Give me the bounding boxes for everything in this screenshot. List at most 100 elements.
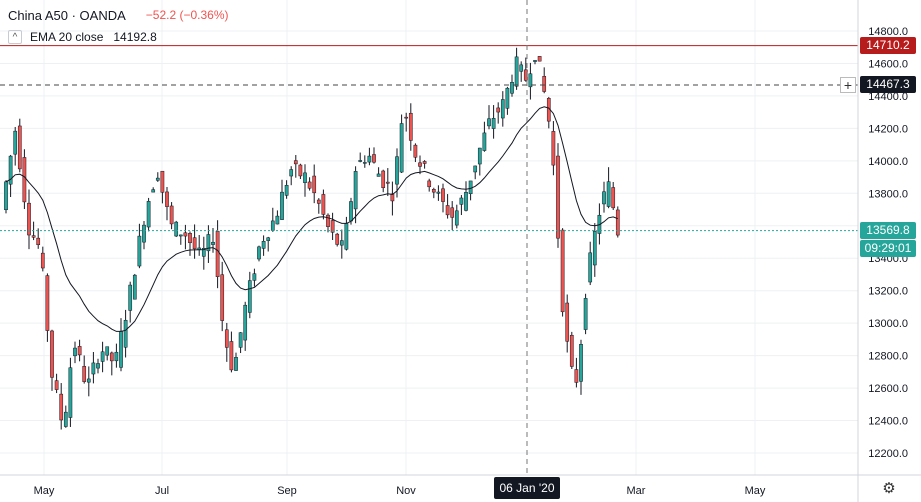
candle-body — [13, 130, 18, 155]
candle-body — [583, 298, 588, 330]
candle-body — [592, 231, 597, 266]
candle-body — [27, 202, 31, 236]
candle-body — [606, 181, 611, 207]
ema-20-line — [5, 106, 618, 332]
candle-body — [31, 235, 36, 238]
candle-body — [316, 199, 321, 204]
candle-body — [155, 177, 160, 181]
y-tick-label: 13000.0 — [868, 318, 908, 330]
ema-value: 14192.8 — [113, 30, 157, 44]
candle-body — [243, 304, 248, 341]
candle-body — [252, 273, 257, 281]
candle-body — [464, 192, 468, 211]
plus-icon[interactable]: + — [840, 77, 856, 93]
candle-body — [473, 165, 478, 173]
candle-body — [128, 284, 133, 311]
candle-body — [183, 232, 188, 237]
candle-body — [615, 209, 620, 236]
candle-body — [137, 235, 142, 267]
candle-body — [574, 369, 579, 383]
y-tick-label: 13200.0 — [868, 286, 908, 298]
candle-body — [257, 246, 261, 260]
symbol-label[interactable]: China A50 · OANDA — [8, 7, 126, 23]
candle-body — [505, 87, 510, 109]
candle-body — [215, 230, 220, 277]
candle-body — [514, 56, 519, 87]
candle-body — [123, 319, 128, 348]
candle-body — [40, 252, 45, 269]
x-tick-label: Nov — [396, 485, 416, 497]
ema-line — [5, 106, 618, 332]
candle-body — [339, 240, 344, 246]
candle-body — [321, 194, 326, 215]
candle-body — [556, 155, 560, 239]
candle-body — [602, 191, 606, 205]
candle-body — [436, 191, 441, 194]
candle-body — [142, 224, 146, 243]
candle-body — [335, 233, 340, 245]
high-price-tag: 14710.2 — [860, 37, 916, 55]
candle-body — [270, 220, 275, 231]
candle-body — [542, 76, 547, 92]
candle-body — [289, 169, 294, 177]
candle-body — [312, 175, 317, 194]
candle-body — [261, 241, 266, 249]
candle-body — [4, 181, 8, 211]
candle-body — [220, 274, 225, 321]
symbol-row: China A50 · OANDA −52.2 (−0.36%) — [8, 4, 229, 26]
candle-body — [119, 330, 123, 368]
candle-body — [510, 82, 514, 94]
candle-body — [68, 367, 73, 418]
candle-body — [537, 56, 542, 62]
crosshair-time-label: 06 Jan '20 — [499, 481, 554, 495]
candle-body — [303, 172, 307, 183]
candle-body — [477, 147, 482, 165]
candle-body — [8, 155, 13, 185]
y-tick-label: 14000.0 — [868, 156, 908, 168]
candle-body — [165, 191, 169, 207]
overlay-lines: 06 Jan '20 — [0, 0, 858, 499]
candle-body — [22, 157, 27, 203]
candle-body — [86, 378, 91, 383]
candle-body — [238, 332, 243, 348]
candle-body — [54, 380, 59, 390]
x-tick-label: May — [34, 485, 55, 497]
candle-body — [160, 170, 165, 193]
candle-body — [188, 232, 192, 244]
candle-body — [224, 329, 229, 348]
candle-body — [146, 201, 151, 228]
crosshair-time-box — [494, 477, 560, 499]
y-tick-label: 14800.0 — [868, 26, 908, 38]
candle-body — [459, 197, 464, 205]
ema-row[interactable]: ^ EMA 20 close 14192.8 — [8, 26, 229, 48]
candle-body — [275, 215, 280, 225]
x-tick-label: Jul — [155, 485, 169, 497]
candle-body — [450, 207, 455, 218]
x-tick-label: May — [745, 485, 766, 497]
collapse-icon[interactable]: ^ — [8, 30, 22, 44]
candle-body — [353, 171, 358, 210]
candle-body — [413, 144, 418, 158]
candle-body — [385, 181, 390, 184]
candle-body — [372, 154, 376, 163]
candle-body — [588, 252, 593, 283]
candle-body — [344, 223, 349, 250]
y-tick-label: 13800.0 — [868, 188, 908, 200]
y-tick-label: 12800.0 — [868, 351, 908, 363]
candle-body — [50, 330, 54, 378]
crosshair-price-tag: 14467.3 — [860, 76, 916, 94]
candle-body — [569, 334, 574, 367]
last-price-tag: 13569.8 — [860, 222, 916, 240]
candle-body — [367, 155, 372, 163]
candle-body — [408, 112, 413, 141]
candle-body — [500, 99, 505, 119]
candle-body — [63, 411, 68, 427]
ema-label[interactable]: EMA 20 close — [30, 30, 104, 44]
gear-icon[interactable]: ⚙ — [882, 480, 896, 497]
x-tick-label: Sep — [277, 485, 297, 497]
grid — [0, 0, 858, 475]
candle-body — [404, 116, 409, 119]
candle-body — [565, 302, 570, 342]
candle-body — [293, 160, 298, 165]
